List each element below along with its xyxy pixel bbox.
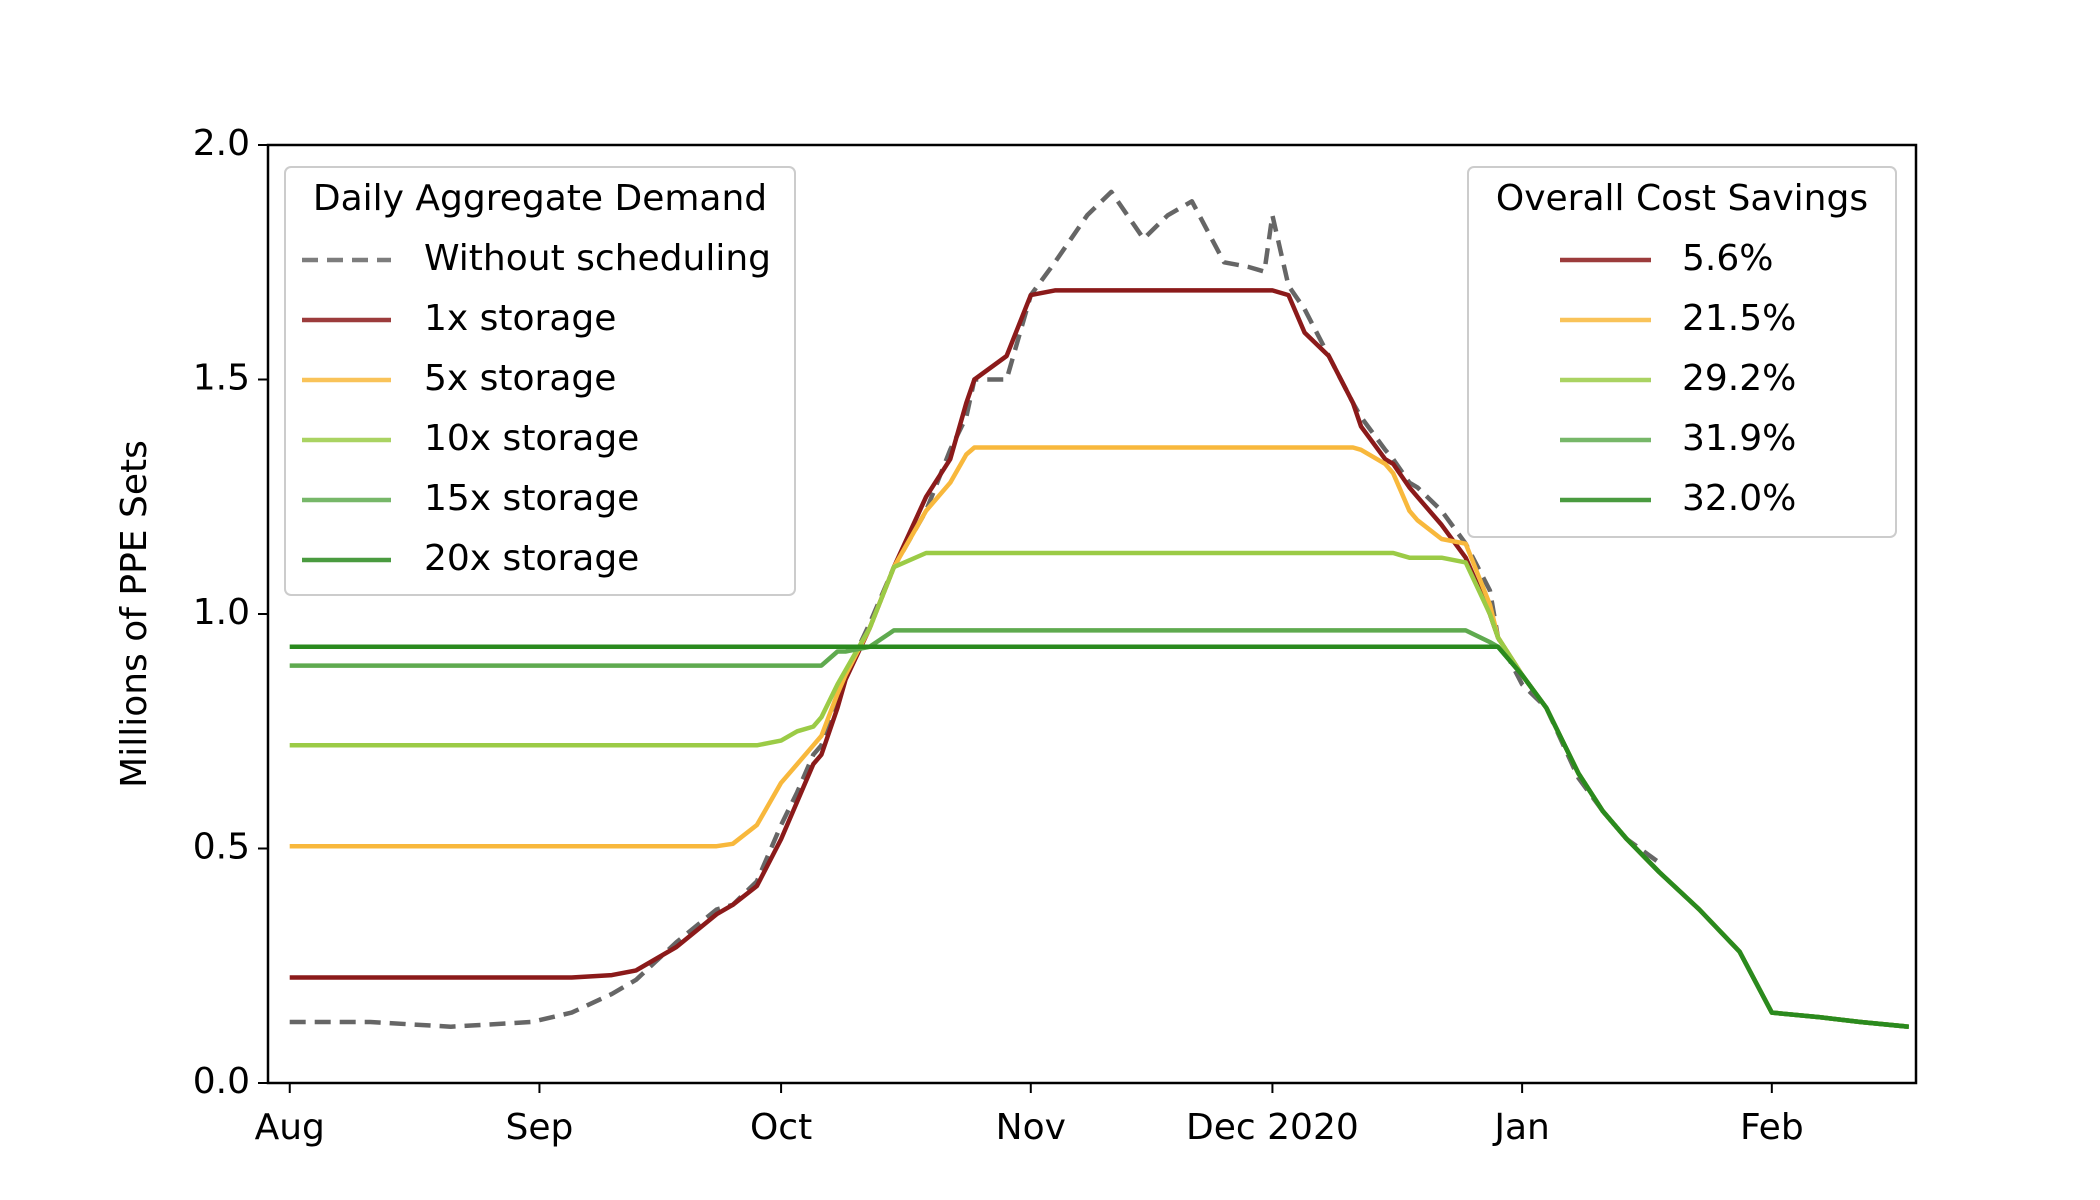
x-tick-label: Oct	[750, 1107, 812, 1148]
x-tick-label: Feb	[1740, 1107, 1804, 1148]
y-tick-label: 0.5	[193, 827, 250, 868]
series-line	[289, 550, 1910, 1029]
x-tick-label: Aug	[255, 1107, 325, 1148]
y-tick-label: 0.0	[193, 1061, 250, 1102]
legend-box	[284, 166, 796, 596]
y-tick-label: 2.0	[193, 123, 250, 164]
legend-label: 5.6%	[1682, 238, 1773, 279]
y-tick-label: 1.5	[193, 358, 250, 399]
legend-title: Overall Cost Savings	[1496, 178, 1868, 219]
legend-label: 5x storage	[424, 358, 616, 399]
legend-label: 10x storage	[424, 418, 639, 459]
legend: Daily Aggregate Demand Without scheduling…	[284, 166, 796, 596]
savings-legend: Overall Cost Savings 5.6% 21.5% 29.2% 31.9% 3…	[1467, 166, 1897, 538]
plot-frame	[266, 143, 1918, 1085]
legend-label: 32.0%	[1682, 478, 1796, 519]
legend-label: 1x storage	[424, 298, 616, 339]
legend-title: Daily Aggregate Demand	[313, 178, 767, 219]
legend-label: 21.5%	[1682, 298, 1796, 339]
legend-label: Without scheduling	[424, 238, 771, 279]
x-tick-label: Dec 2020	[1186, 1107, 1359, 1148]
savings-entry: 32.0%	[1560, 478, 1796, 519]
legend-label: 20x storage	[424, 538, 639, 579]
legend-label: 29.2%	[1682, 358, 1796, 399]
series-line	[289, 628, 1910, 1029]
x-tick-label: Jan	[1492, 1107, 1550, 1148]
savings-entry: 31.9%	[1560, 418, 1796, 459]
x-tick-label: Nov	[996, 1107, 1066, 1148]
savings-entry: 5.6%	[1560, 238, 1773, 279]
series-line	[289, 644, 1910, 1029]
savings-entry: 29.2%	[1560, 358, 1796, 399]
y-tick-label: 1.0	[193, 592, 250, 633]
y-axis-label: Millions of PPE Sets	[114, 440, 155, 788]
savings-entry: 21.5%	[1560, 298, 1796, 339]
legend-label: 15x storage	[424, 478, 639, 519]
x-tick-label: Sep	[506, 1107, 574, 1148]
legend-label: 31.9%	[1682, 418, 1796, 459]
